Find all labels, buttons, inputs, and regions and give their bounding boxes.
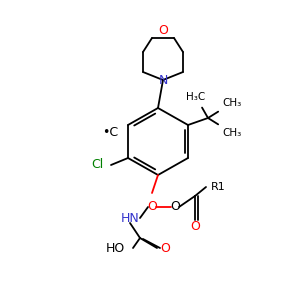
Text: R1: R1	[211, 182, 225, 192]
Text: •C: •C	[102, 125, 118, 139]
Text: N: N	[158, 74, 168, 86]
Text: O: O	[190, 220, 200, 232]
Text: HO: HO	[105, 242, 124, 254]
Text: HN: HN	[121, 212, 140, 224]
Text: Cl: Cl	[91, 158, 103, 172]
Text: H₃C: H₃C	[186, 92, 206, 102]
Text: CH₃: CH₃	[222, 98, 242, 108]
Text: CH₃: CH₃	[222, 128, 242, 138]
Text: O: O	[160, 242, 170, 254]
Text: O: O	[147, 200, 157, 214]
Text: O: O	[170, 200, 180, 214]
Text: O: O	[158, 23, 168, 37]
